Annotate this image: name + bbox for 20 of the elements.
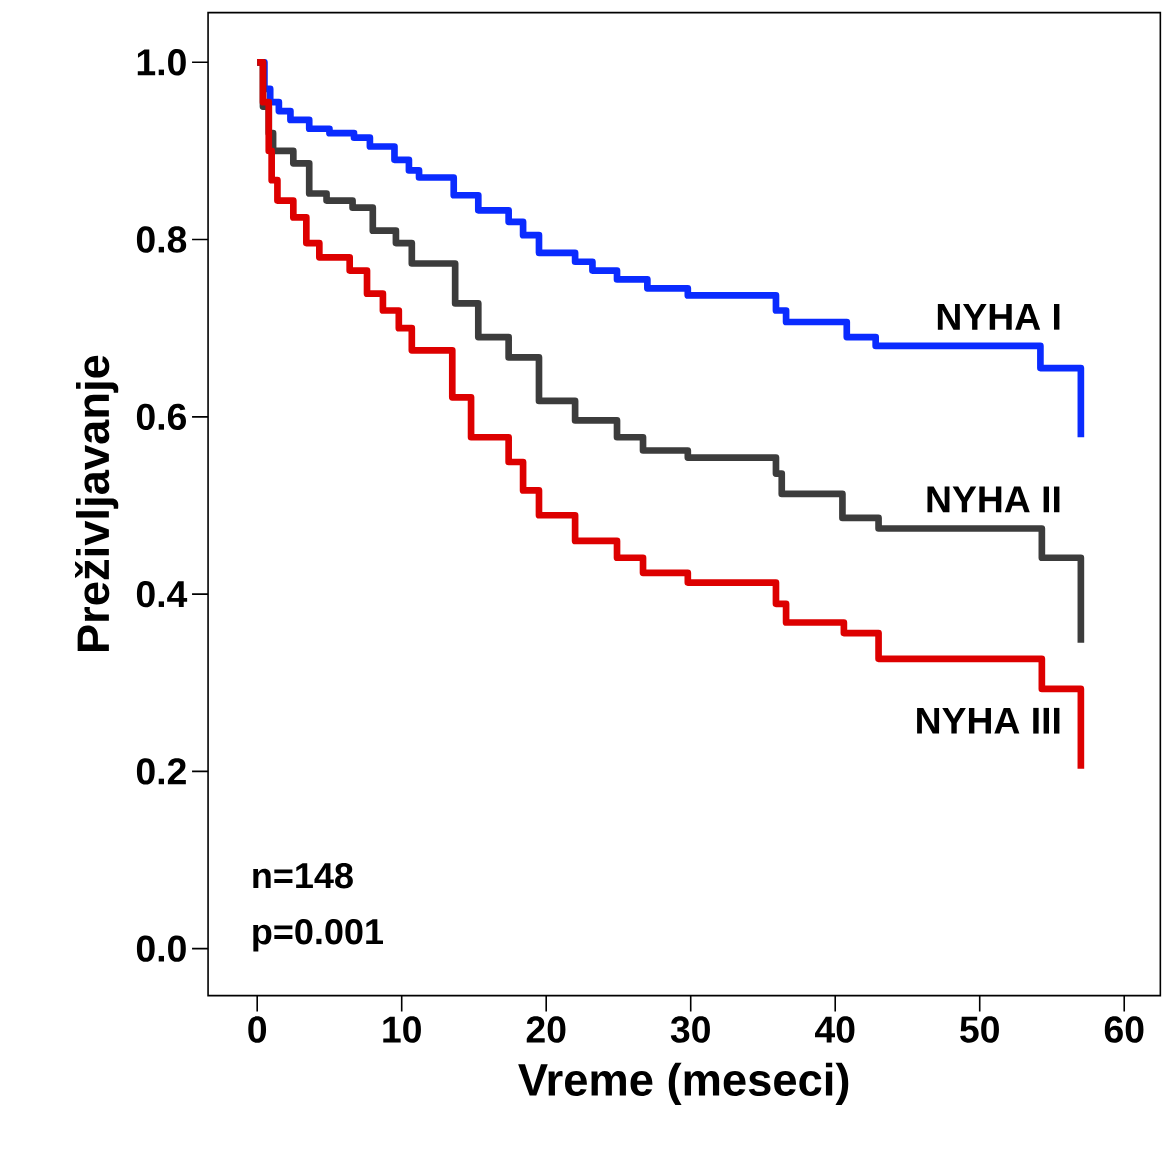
x-tick-label: 30 — [670, 1016, 710, 1043]
y-axis-title: Preživljavanje — [75, 355, 119, 651]
x-axis-title: Vreme (meseci) — [518, 1062, 849, 1105]
y-tick-label: 0.0 — [136, 935, 186, 962]
y-tick-label: 0.2 — [136, 758, 186, 785]
y-tick-label: 0.4 — [136, 580, 188, 608]
series-label: NYHA II — [927, 486, 1060, 513]
series-label: NYHA III — [917, 707, 1060, 734]
series-label: NYHA I — [937, 303, 1060, 330]
annotation: p=0.001 — [253, 918, 383, 952]
x-tick-label: 10 — [383, 1016, 421, 1043]
x-tick-label: 0 — [248, 1016, 267, 1043]
y-tick-label: 1.0 — [137, 48, 186, 76]
y-tick-label: 0.6 — [136, 403, 186, 430]
y-tick-label: 0.8 — [136, 226, 187, 253]
x-tick-label: 60 — [1104, 1016, 1144, 1043]
x-tick-label: 50 — [960, 1016, 999, 1043]
x-tick-label: 40 — [815, 1016, 855, 1043]
annotation: n=148 — [253, 862, 353, 889]
x-tick-label: 20 — [526, 1016, 566, 1043]
